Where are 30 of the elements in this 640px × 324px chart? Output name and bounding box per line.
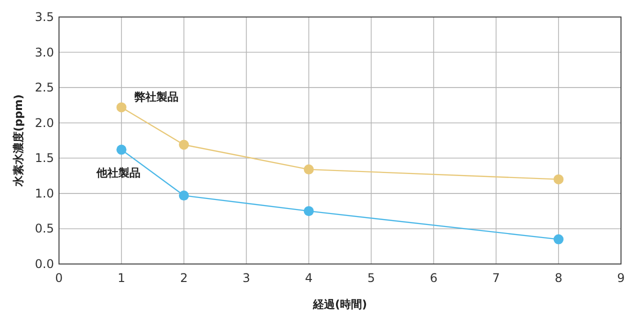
x-tick-label: 1 bbox=[118, 271, 126, 285]
y-tick-label: 3.0 bbox=[34, 45, 54, 60]
y-tick-label: 2.5 bbox=[34, 80, 54, 95]
point bbox=[554, 174, 564, 184]
x-tick-label: 3 bbox=[242, 271, 250, 285]
x-tick-label: 9 bbox=[617, 271, 625, 285]
y-tick-label: 0.0 bbox=[34, 257, 54, 271]
x-tick-label: 2 bbox=[180, 271, 188, 285]
x-tick-label: 6 bbox=[430, 271, 438, 285]
x-axis-title: 経過(時間) bbox=[312, 298, 368, 311]
point bbox=[178, 140, 189, 150]
y-axis-title: 水素水濃度(ppm) bbox=[12, 94, 25, 188]
point bbox=[554, 234, 564, 244]
y-tick-label: 1.5 bbox=[34, 151, 54, 166]
point bbox=[116, 144, 126, 155]
x-tick-label: 7 bbox=[492, 271, 500, 285]
point bbox=[304, 164, 314, 174]
y-tick-label: 3.5 bbox=[34, 10, 54, 24]
point bbox=[178, 190, 189, 201]
x-tick-label: 0 bbox=[55, 271, 63, 285]
y-tick-label: 0.5 bbox=[34, 222, 54, 236]
series-label: 他社製品 bbox=[95, 166, 140, 180]
point bbox=[116, 102, 126, 112]
point bbox=[304, 206, 314, 216]
x-tick-label: 8 bbox=[554, 271, 562, 285]
y-tick-label: 2.0 bbox=[34, 116, 54, 130]
x-tick-label: 5 bbox=[367, 271, 376, 285]
x-tick-label: 4 bbox=[304, 271, 313, 285]
y-tick-label: 1.0 bbox=[34, 186, 54, 200]
series-label: 弊社製品 bbox=[134, 90, 178, 104]
